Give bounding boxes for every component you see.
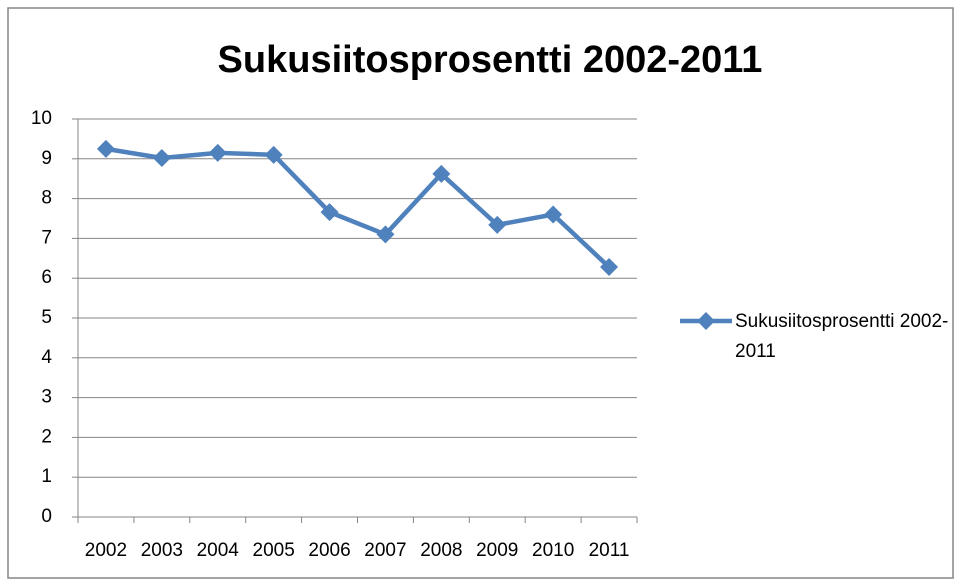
x-tick-label: 2005 [253,540,295,561]
chart-title: Sukusiitosprosentti 2002-2011 [218,39,763,81]
data-point [152,149,171,168]
chart-frame [7,7,954,579]
data-point [264,145,283,164]
legend-marker [697,312,715,330]
x-tick-label: 2008 [420,540,462,561]
y-tick-label: 10 [31,108,52,129]
x-tick-label: 2004 [197,540,240,561]
y-tick-label: 3 [41,387,52,408]
y-tick-label: 9 [41,148,52,169]
data-point [432,164,451,183]
y-tick-label: 5 [41,307,52,328]
y-tick-label: 8 [41,188,52,209]
x-tick-label: 2003 [141,540,183,561]
data-point [544,205,563,224]
data-point [488,215,507,234]
y-tick-label: 6 [41,267,52,288]
data-point [320,203,339,222]
data-point [96,139,115,158]
legend-label: Sukusiitosprosentti 2002-2011 [735,311,949,362]
y-tick-label: 4 [41,347,52,368]
y-tick-label: 2 [41,426,52,447]
data-point [376,225,395,244]
y-tick-label: 1 [41,466,52,487]
x-tick-label: 2010 [532,540,574,561]
data-point [208,143,227,162]
series-line [105,146,611,269]
y-tick-label: 0 [41,506,52,527]
y-tick-label: 7 [41,227,52,248]
x-tick-label: 2006 [308,540,350,561]
x-tick-label: 2007 [364,540,406,561]
x-tick-label: 2002 [85,540,127,561]
data-point [600,258,619,277]
x-tick-label: 2011 [589,540,630,561]
x-tick-label: 2009 [476,540,518,561]
